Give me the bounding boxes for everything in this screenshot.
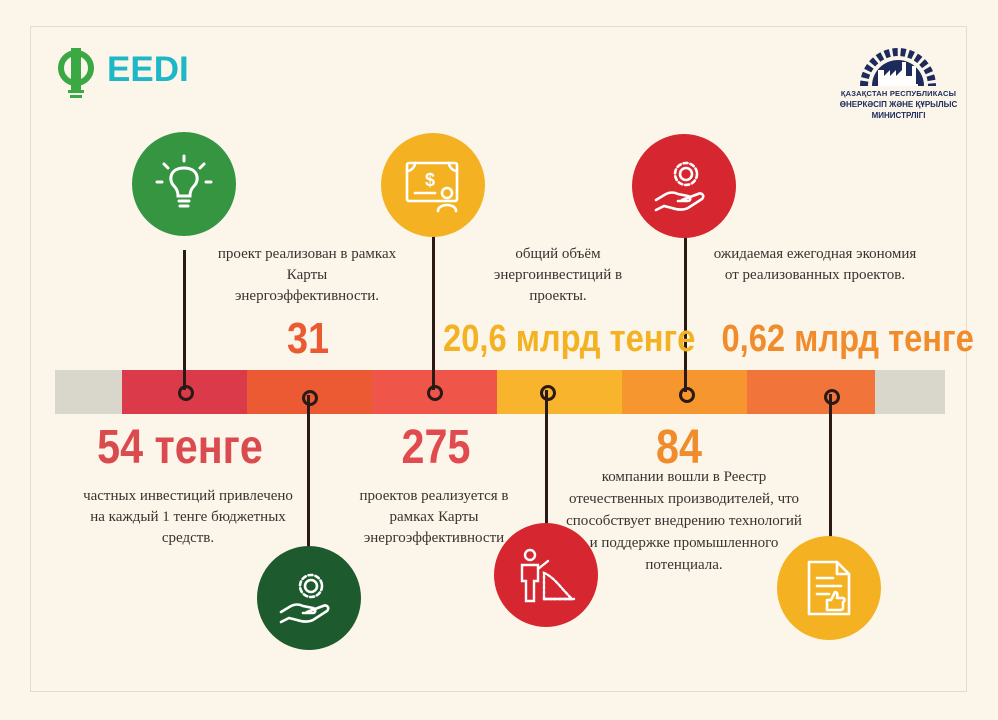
fact-description: проект реализован в рамках Карты энергоэ…: [217, 246, 397, 304]
timeline-dot: [824, 389, 840, 405]
fact-description: общий объём энергоинвестиций в проекты.: [493, 246, 623, 304]
eedi-logo-icon: [58, 48, 94, 98]
money-certificate-circle: $: [381, 133, 485, 237]
hand-gear-circle: [632, 134, 736, 238]
ministry-name: ҚАЗАҚСТАН РЕСПУБЛИКАСЫ ӨНЕРКӘСІП ЖӘНЕ ҚҰ…: [826, 88, 971, 121]
connector-line: [829, 394, 832, 544]
fact-value: 275: [401, 421, 471, 474]
timeline-dot: [679, 387, 695, 403]
connector-line: [307, 395, 310, 555]
bar-segment: [55, 370, 122, 414]
presenter-chart-circle: [494, 523, 598, 627]
ministry-emblem-icon: [860, 48, 936, 87]
bar-segment: [497, 370, 622, 414]
lightbulb-circle: [132, 132, 236, 236]
timeline-dot: [427, 385, 443, 401]
fact-description: частных инвестиций привлечено на каждый …: [83, 488, 293, 546]
connector-line: [684, 234, 687, 392]
hand-gear-icon: [654, 161, 705, 212]
ministry-country: ҚАЗАҚСТАН РЕСПУБЛИКАСЫ: [840, 89, 957, 98]
connector-line: [432, 234, 435, 390]
document-circle: [777, 536, 881, 640]
timeline-dot: [302, 390, 318, 406]
timeline-dot: [540, 385, 556, 401]
fact-value: 84: [656, 421, 702, 474]
lightbulb-icon: [155, 154, 213, 208]
presenter-chart-icon: [520, 548, 576, 603]
connector-line: [183, 250, 186, 390]
fact-description: проектов реализуется в рамках Карты энер…: [359, 488, 509, 546]
ministry-subtitle: МИНИСТРЛІГІ: [871, 111, 926, 120]
fact-description: компании вошли в Реестр отечественных пр…: [566, 469, 802, 573]
bar-segment: [747, 370, 875, 414]
bar-segment: [875, 370, 945, 414]
svg-text:$: $: [425, 170, 435, 190]
brand-text: EEDI: [107, 50, 189, 89]
fact-value: 0,62 млрд тенге: [721, 318, 974, 360]
money-certificate-icon: $: [405, 161, 459, 213]
fact-value: 20,6 млрд тенге: [443, 318, 696, 360]
fact-description: ожидаемая ежегодная экономия от реализов…: [713, 246, 917, 283]
document-thumbs-up-icon: [807, 560, 851, 616]
ministry-title: ӨНЕРКӘСІП ЖӘНЕ ҚҰРЫЛЫС: [839, 100, 958, 109]
hand-gear-circle: [257, 546, 361, 650]
connector-line: [545, 390, 548, 530]
fact-value: 54 тенге: [97, 421, 263, 474]
fact-value: 31: [286, 314, 330, 363]
timeline-dot: [178, 385, 194, 401]
hand-gear-icon: [279, 573, 330, 624]
